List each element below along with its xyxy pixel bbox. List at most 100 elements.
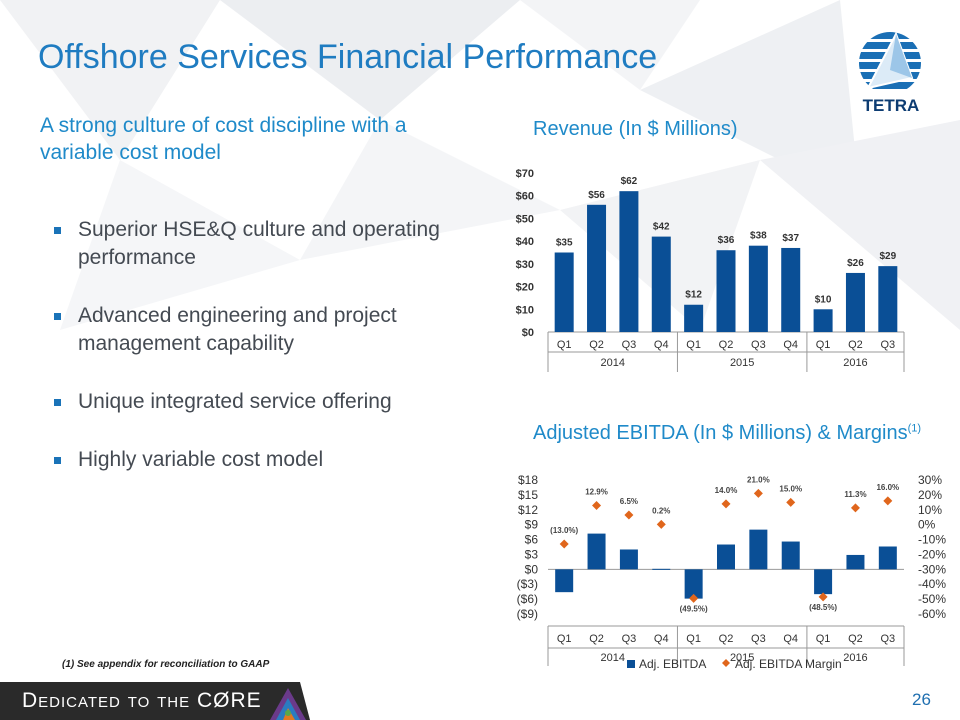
revenue-data-label: $56 <box>588 190 605 201</box>
ebitda-bar <box>878 546 897 570</box>
margin-data-label: 0.2% <box>652 506 670 515</box>
ebitda-bar <box>846 554 865 570</box>
ebitda-bar <box>619 549 638 570</box>
revenue-data-label: $38 <box>750 231 767 242</box>
year-group-label: 2014 <box>600 357 624 369</box>
margin-marker <box>753 488 763 498</box>
x-tick-label: Q4 <box>654 633 669 645</box>
legend-label: Adj. EBITDA <box>639 657 706 671</box>
margin-marker <box>656 519 666 529</box>
legend-marker-swatch <box>722 659 730 667</box>
revenue-bar <box>748 245 768 332</box>
footer-band <box>0 682 310 720</box>
margin-data-label: (49.5%) <box>680 604 708 613</box>
x-tick-label: Q1 <box>557 633 572 645</box>
y2-tick-label: -10% <box>918 533 946 547</box>
y-tick-label: $6 <box>525 533 539 547</box>
footer-tagline: Dedicated to the CØRE <box>22 689 262 712</box>
logo-text: TETRA <box>862 96 920 115</box>
revenue-chart-title: Revenue (In $ Millions) <box>533 118 738 140</box>
x-tick-label: Q3 <box>622 633 637 645</box>
revenue-data-label: $42 <box>653 222 670 233</box>
ebitda-bar <box>587 533 606 570</box>
revenue-bar <box>813 309 833 332</box>
y-tick-label: $60 <box>516 191 534 203</box>
bullet-item: Unique integrated service offering <box>50 388 450 416</box>
margin-marker <box>689 593 699 603</box>
ebitda-chart: ($9)($6)($3)$0$3$6$9$12$15$18 -60%-50%-40… <box>517 473 947 671</box>
margin-data-label: 15.0% <box>779 484 802 493</box>
bullet-item: Advanced engineering and project managem… <box>50 302 450 358</box>
ebitda-bar <box>555 569 574 593</box>
y-tick-label: $40 <box>516 236 534 248</box>
y-tick-label: $18 <box>518 473 538 487</box>
y-tick-label: $15 <box>518 488 538 502</box>
y2-tick-label: -60% <box>918 607 946 621</box>
margin-data-label: (48.5%) <box>809 603 837 612</box>
y2-tick-label: 20% <box>918 488 942 502</box>
x-tick-label: Q3 <box>751 633 766 645</box>
revenue-bar <box>684 304 704 332</box>
page-number: 26 <box>912 690 931 709</box>
y-tick-label: $10 <box>516 304 534 316</box>
y-tick-label: $50 <box>516 213 534 225</box>
ebitda-bar <box>717 544 735 570</box>
margin-marker <box>786 497 796 507</box>
footnote: (1) See appendix for reconciliation to G… <box>62 659 270 670</box>
bullet-square-icon <box>54 227 61 234</box>
y2-tick-label: -40% <box>918 577 946 591</box>
bullet-text: Highly variable cost model <box>78 448 324 471</box>
x-tick-label: Q4 <box>783 339 798 351</box>
y-tick-label: $3 <box>525 547 539 561</box>
bullet-item: Superior HSE&Q culture and operating per… <box>50 216 450 272</box>
x-tick-label: Q2 <box>719 339 734 351</box>
x-tick-label: Q4 <box>654 339 669 351</box>
revenue-data-label: $62 <box>621 176 638 187</box>
margin-data-label: 14.0% <box>715 486 738 495</box>
x-tick-label: Q2 <box>848 339 863 351</box>
legend-label: Adj. EBITDA Margin <box>735 657 842 671</box>
legend-bar-swatch <box>627 660 635 668</box>
revenue-bar <box>619 191 639 332</box>
year-group-label: 2016 <box>843 652 867 664</box>
y-tick-label: ($9) <box>517 607 538 621</box>
x-tick-label: Q1 <box>686 339 701 351</box>
x-tick-label: Q1 <box>816 339 831 351</box>
ebitda-bar <box>749 529 768 570</box>
x-tick-label: Q3 <box>622 339 637 351</box>
x-tick-label: Q4 <box>783 633 798 645</box>
tetra-logo-icon <box>859 31 921 90</box>
x-tick-label: Q2 <box>589 633 604 645</box>
revenue-bar <box>587 204 607 332</box>
y-tick-label: $12 <box>518 503 538 517</box>
y2-tick-label: -20% <box>918 547 946 561</box>
x-tick-label: Q3 <box>751 339 766 351</box>
revenue-data-label: $26 <box>847 258 864 269</box>
ebitda-footnote-ref: (1) <box>907 422 922 435</box>
x-tick-label: Q1 <box>686 633 701 645</box>
margin-marker <box>850 503 860 513</box>
year-group-label: 2015 <box>730 357 754 369</box>
bullet-text: Advanced engineering and project managem… <box>78 304 397 355</box>
revenue-bar <box>781 247 801 332</box>
revenue-bar <box>878 266 898 332</box>
x-tick-label: Q2 <box>848 633 863 645</box>
bullet-item: Highly variable cost model <box>50 446 450 474</box>
revenue-bar <box>845 272 865 332</box>
bullet-square-icon <box>54 313 61 320</box>
y2-tick-label: 10% <box>918 503 942 517</box>
revenue-data-label: $29 <box>879 251 896 262</box>
margin-marker <box>624 510 634 520</box>
y2-tick-label: 30% <box>918 473 942 487</box>
x-tick-label: Q2 <box>719 633 734 645</box>
x-tick-label: Q3 <box>880 339 895 351</box>
revenue-bar <box>554 252 574 332</box>
revenue-chart: $0 $10 $20 $30 $40 $50 $60 $70 $35 Q1 $56 Q2 $62 Q3 $4… <box>516 168 905 372</box>
bullet-square-icon <box>54 457 61 464</box>
revenue-bar <box>716 250 736 332</box>
y-tick-label: $20 <box>516 282 534 294</box>
y2-tick-label: -30% <box>918 562 946 576</box>
year-group-label: 2016 <box>843 357 867 369</box>
margin-data-label: 21.0% <box>747 475 770 484</box>
revenue-data-label: $10 <box>815 294 832 305</box>
